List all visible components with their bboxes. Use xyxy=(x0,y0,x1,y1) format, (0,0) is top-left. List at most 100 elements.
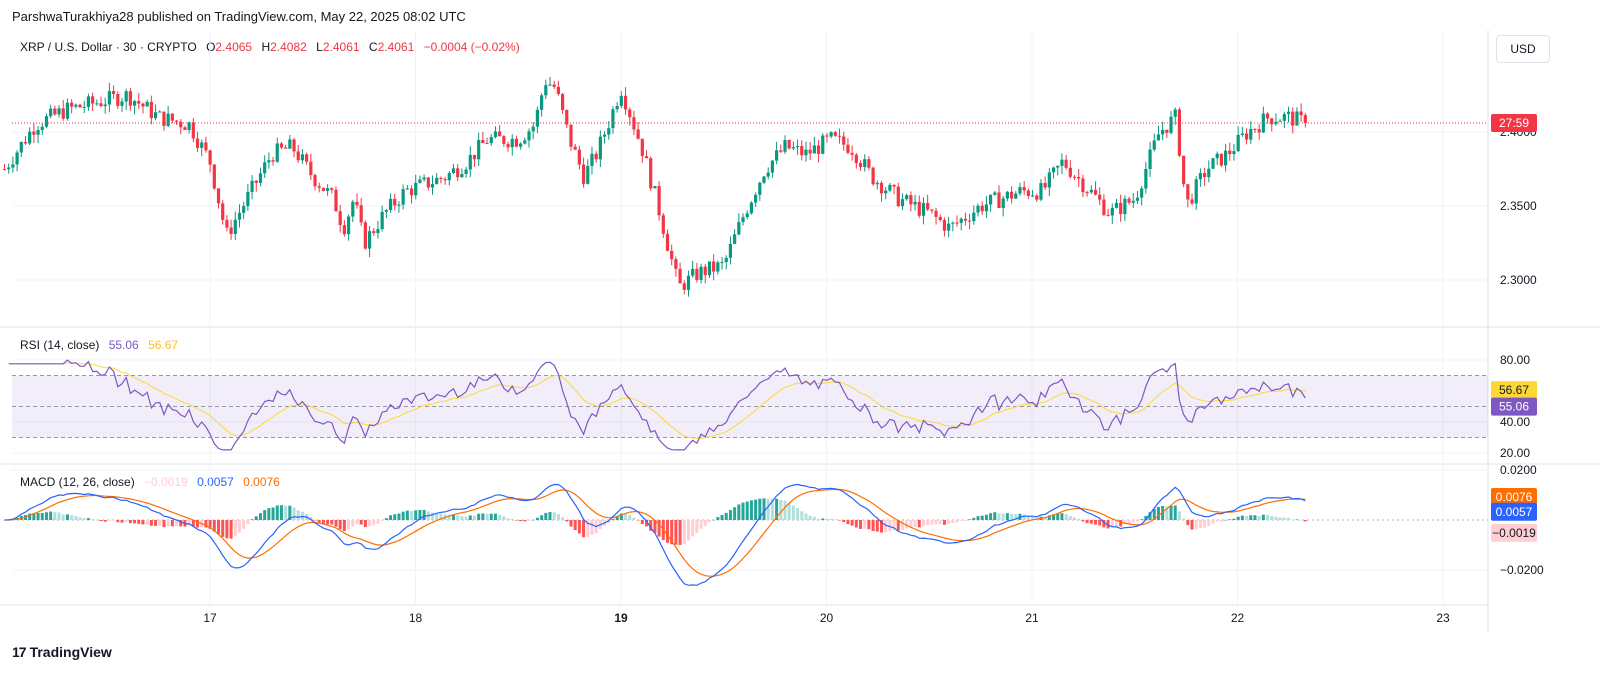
macd-histogram-bar xyxy=(947,520,951,525)
candle-down xyxy=(678,268,682,284)
candle-up xyxy=(947,223,951,231)
macd-histogram-bar xyxy=(1140,519,1144,520)
candle-up xyxy=(464,169,468,175)
macd-histogram-bar xyxy=(972,517,976,520)
candle-up xyxy=(447,173,451,181)
candle-up xyxy=(1173,109,1177,117)
macd-histogram-bar xyxy=(179,520,183,527)
macd-histogram-bar xyxy=(791,505,795,520)
macd-histogram-bar xyxy=(733,507,737,520)
candle-up xyxy=(619,95,623,106)
macd-histogram-bar xyxy=(389,515,393,520)
macd-legend[interactable]: MACD (12, 26, close) −0.0019 0.0057 0.00… xyxy=(20,475,280,489)
macd-histogram-bar xyxy=(846,520,850,525)
candle-up xyxy=(82,107,86,109)
macd-histogram-bar xyxy=(1249,515,1253,520)
candle-down xyxy=(334,189,338,212)
candle-down xyxy=(502,136,506,144)
candle-up xyxy=(401,189,405,205)
macd-histogram-bar xyxy=(586,520,590,537)
candle-up xyxy=(258,173,263,183)
macd-histogram-bar xyxy=(237,520,241,533)
candle-down xyxy=(1303,115,1307,123)
candle-down xyxy=(1244,133,1249,140)
macd-histogram-bar xyxy=(1266,514,1270,520)
macd-histogram-bar xyxy=(1123,520,1127,525)
macd-histogram-bar xyxy=(930,520,934,525)
macd-histogram-bar xyxy=(258,513,262,520)
rsi-ma-tag-bg xyxy=(1491,381,1537,400)
macd-histogram-bar xyxy=(968,519,972,520)
candle-up xyxy=(720,262,724,264)
candle-down xyxy=(1085,192,1089,194)
candle-up xyxy=(544,85,548,96)
macd-histogram-bar xyxy=(502,516,506,520)
close-label: C xyxy=(368,40,378,54)
macd-histogram-bar xyxy=(1270,515,1274,520)
high-value: 2.4082 xyxy=(270,40,307,54)
candle-up xyxy=(795,146,800,148)
macd-histogram-bar xyxy=(1098,520,1102,526)
candles xyxy=(2,76,1488,297)
macd-histogram-bar xyxy=(460,516,464,520)
macd-histogram-bar xyxy=(187,520,191,526)
candle-down xyxy=(1093,189,1098,195)
candle-down xyxy=(363,222,367,249)
macd-histogram-bar xyxy=(1219,520,1223,522)
currency-button[interactable]: USD xyxy=(1496,35,1550,63)
candle-up xyxy=(724,257,728,263)
macd-histogram-bar xyxy=(905,520,909,529)
candle-down xyxy=(426,177,430,188)
candle-down xyxy=(321,187,326,191)
candle-down xyxy=(581,164,586,184)
candle-down xyxy=(779,150,783,152)
candle-up xyxy=(300,154,305,161)
candle-up xyxy=(380,211,384,230)
publish-header: ParshwaTurakhiya28 published on TradingV… xyxy=(12,9,466,24)
macd-histogram-bar xyxy=(607,520,611,523)
candle-up xyxy=(745,213,749,218)
candle-down xyxy=(338,211,342,226)
macd-histogram-bar xyxy=(225,520,229,539)
candle-up xyxy=(74,104,78,107)
candle-up xyxy=(1278,120,1282,122)
candle-up xyxy=(422,177,426,180)
macd-histogram-bar xyxy=(670,520,674,545)
candle-up xyxy=(766,172,770,177)
rsi-tick-label: 40.00 xyxy=(1500,415,1530,429)
rsi-line xyxy=(8,359,1306,451)
macd-histogram-bar xyxy=(519,520,523,522)
candle-up xyxy=(691,268,695,276)
macd-histogram-bar xyxy=(242,520,246,529)
signal-tag: 0.0076 xyxy=(1491,488,1537,506)
macd-histogram-bar xyxy=(1056,513,1060,520)
candle-up xyxy=(510,138,514,148)
candle-down xyxy=(942,220,947,231)
macd-histogram-bar xyxy=(498,514,502,520)
rsi-legend[interactable]: RSI (14, close) 55.06 56.67 xyxy=(20,338,178,352)
candle-down xyxy=(78,104,82,108)
candle-down xyxy=(556,86,560,94)
macd-histogram-bar xyxy=(1114,520,1118,527)
macd-histogram-bar xyxy=(217,520,221,535)
candle-down xyxy=(892,184,896,187)
open-value: 2.4065 xyxy=(215,40,253,54)
macd-histogram-bar xyxy=(1207,520,1211,527)
macd-histogram-bar xyxy=(1190,520,1194,530)
macd-histogram-bar xyxy=(535,517,539,520)
candle-down xyxy=(1257,129,1261,133)
candle-up xyxy=(1056,165,1060,168)
macd-histogram-bar xyxy=(875,520,879,532)
candle-up xyxy=(535,109,540,127)
candle-down xyxy=(800,146,804,156)
candle-down xyxy=(665,233,670,251)
macd-histogram-bar xyxy=(829,518,833,520)
symbol-label[interactable]: XRP / U.S. Dollar · 30 · CRYPTO xyxy=(20,40,197,54)
macd-histogram-bar xyxy=(1152,508,1156,520)
macd-histogram-bar xyxy=(804,513,808,520)
tradingview-logo[interactable]: 17 TradingView xyxy=(12,644,112,660)
candle-up xyxy=(548,84,552,86)
candle-down xyxy=(1203,173,1207,178)
macd-histogram-bar xyxy=(170,520,174,527)
